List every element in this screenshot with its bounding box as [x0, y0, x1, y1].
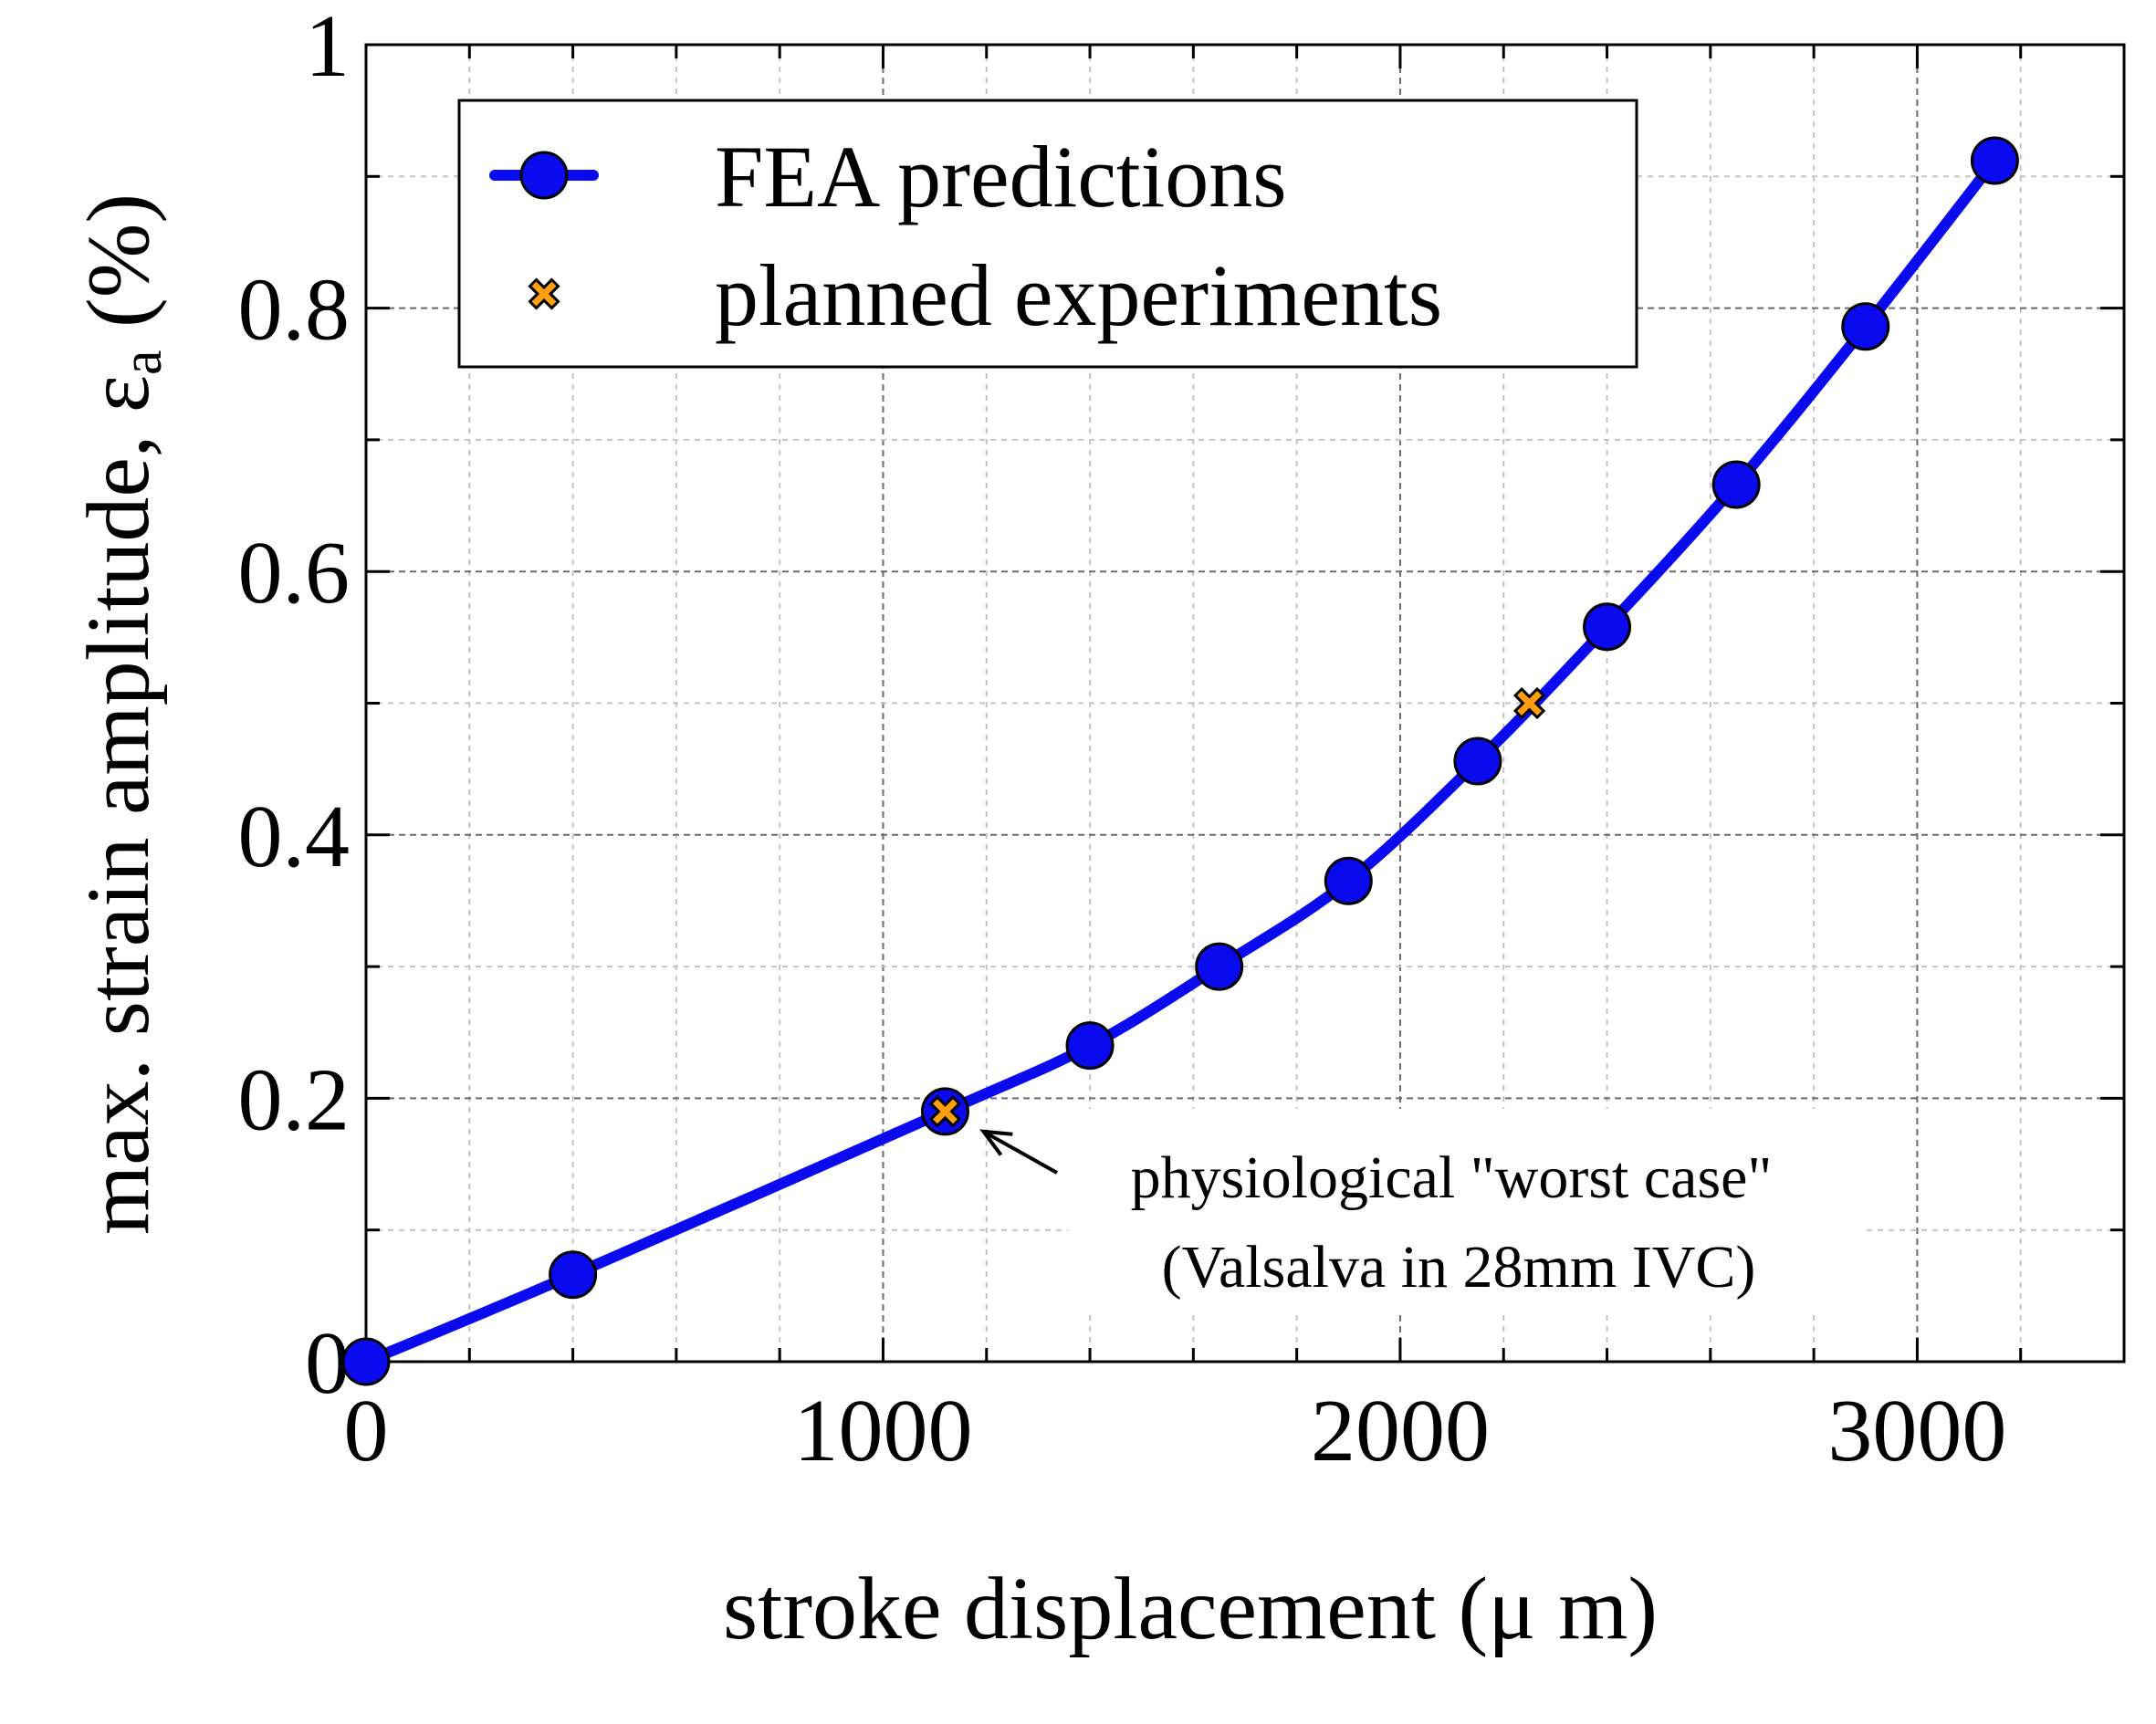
- y-tick-label: 0.2: [238, 1050, 351, 1149]
- data-point-fea-0: [341, 1337, 391, 1386]
- y-tick-label: 1: [305, 0, 350, 96]
- legend-label-fea: FEA predictions: [715, 128, 1287, 225]
- x-marker-fill: [932, 1099, 958, 1124]
- x-tick-label: 3000: [1827, 1382, 2006, 1480]
- legend-marker-fea: [519, 151, 569, 200]
- data-point-fea-3: [1065, 1021, 1115, 1071]
- data-point-fea-4: [1195, 942, 1244, 991]
- annotation-background: [1068, 1109, 1862, 1314]
- y-axis-label-unit: (%): [69, 193, 168, 350]
- y-axis-label: max. strain amplitude, εa (%): [69, 193, 173, 1235]
- legend-marker-planned: [528, 277, 560, 310]
- data-point-planned-0: [928, 1095, 962, 1128]
- data-point-planned-1: [1512, 686, 1546, 720]
- x-tick-label: 1000: [793, 1382, 972, 1480]
- legend-x-marker: [528, 277, 560, 310]
- legend: FEA predictions planned experiments: [457, 99, 1638, 369]
- y-tick-label: 0.6: [238, 524, 351, 622]
- axis-ticks: [366, 45, 2124, 1362]
- x-marker-fill: [531, 281, 557, 307]
- data-point-fea-5: [1324, 856, 1373, 905]
- legend-box: [457, 99, 1638, 369]
- y-axis-label-subscript: a: [111, 350, 173, 375]
- data-point-fea-10: [1970, 136, 2019, 185]
- y-tick-label: 0.8: [238, 261, 351, 360]
- data-point-fea-9: [1841, 302, 1890, 351]
- x-marker-fill: [1517, 691, 1543, 716]
- legend-label-planned: planned experiments: [715, 246, 1442, 344]
- annotation-line-2: (Valsalva in 28mm IVC): [1162, 1234, 1756, 1301]
- x-axis-label: stroke displacement (μ m): [723, 1560, 1658, 1658]
- y-tick-label: 0.4: [238, 788, 351, 886]
- data-point-fea-7: [1583, 602, 1632, 652]
- series: [341, 136, 2019, 1386]
- y-axis-label-main: max. strain amplitude, ε: [69, 375, 168, 1235]
- annotation-arrow: [982, 1130, 1058, 1175]
- x-tick-label: 2000: [1311, 1382, 1490, 1480]
- data-point-fea-6: [1453, 737, 1502, 786]
- x-tick-label: 0: [344, 1382, 389, 1480]
- data-point-fea-1: [549, 1250, 598, 1300]
- annotation-worst-case: physiological "worst case" (Valsalva in …: [979, 1109, 1862, 1314]
- annotation-line-1: physiological "worst case": [1131, 1144, 1773, 1211]
- annotation-arrow-head: [979, 1129, 1013, 1156]
- data-point-fea-8: [1711, 460, 1761, 509]
